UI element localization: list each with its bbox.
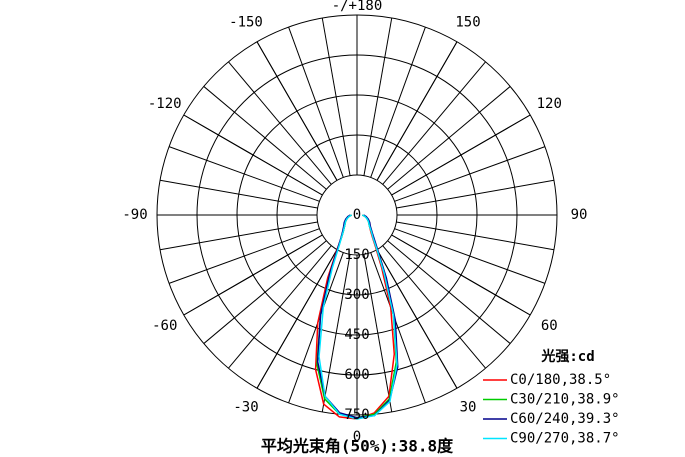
r-tick-label: 750 (344, 407, 369, 423)
series-line (316, 214, 399, 419)
angle-tick-label: -60 (152, 318, 177, 334)
angle-tick-label: 120 (537, 96, 562, 112)
r-tick-label: 0 (353, 207, 361, 223)
legend-label: C0/180,38.5° (510, 372, 611, 388)
angle-grid-line (256, 249, 338, 389)
r-tick-label: 150 (344, 247, 369, 263)
angle-grid-line (376, 41, 458, 181)
r-tick-label: 300 (344, 287, 369, 303)
series-line (318, 214, 398, 420)
angle-tick-label: 150 (455, 15, 480, 31)
legend-title: 光强:cd (540, 348, 594, 365)
angle-tick-label: -120 (148, 96, 182, 112)
angle-tick-label: -150 (229, 15, 263, 31)
angle-grid-line (391, 234, 531, 316)
angle-tick-label: 60 (541, 318, 558, 334)
chart-title: 平均光束角(50%):38.8度 (261, 437, 454, 456)
angle-grid-line (183, 234, 323, 316)
angle-grid-line (391, 114, 531, 196)
angle-tick-label: 0 (353, 429, 361, 445)
legend-label: C60/240,39.3° (510, 411, 620, 427)
angle-tick-label: 90 (571, 207, 588, 223)
polar-grid (156, 14, 558, 416)
angle-grid-line (183, 114, 323, 196)
angle-tick-label: 30 (460, 399, 477, 415)
r-tick-label: 450 (344, 327, 369, 343)
angle-tick-label: -90 (122, 207, 147, 223)
r-tick-label: 600 (344, 367, 369, 383)
angle-tick-label: -30 (233, 399, 258, 415)
angle-grid-line (376, 249, 458, 389)
angle-grid-line (256, 41, 338, 181)
legend-label: C30/210,38.9° (510, 392, 620, 408)
legend-label: C90/270,38.7° (510, 431, 620, 447)
angle-tick-label: -/+180 (332, 0, 383, 14)
